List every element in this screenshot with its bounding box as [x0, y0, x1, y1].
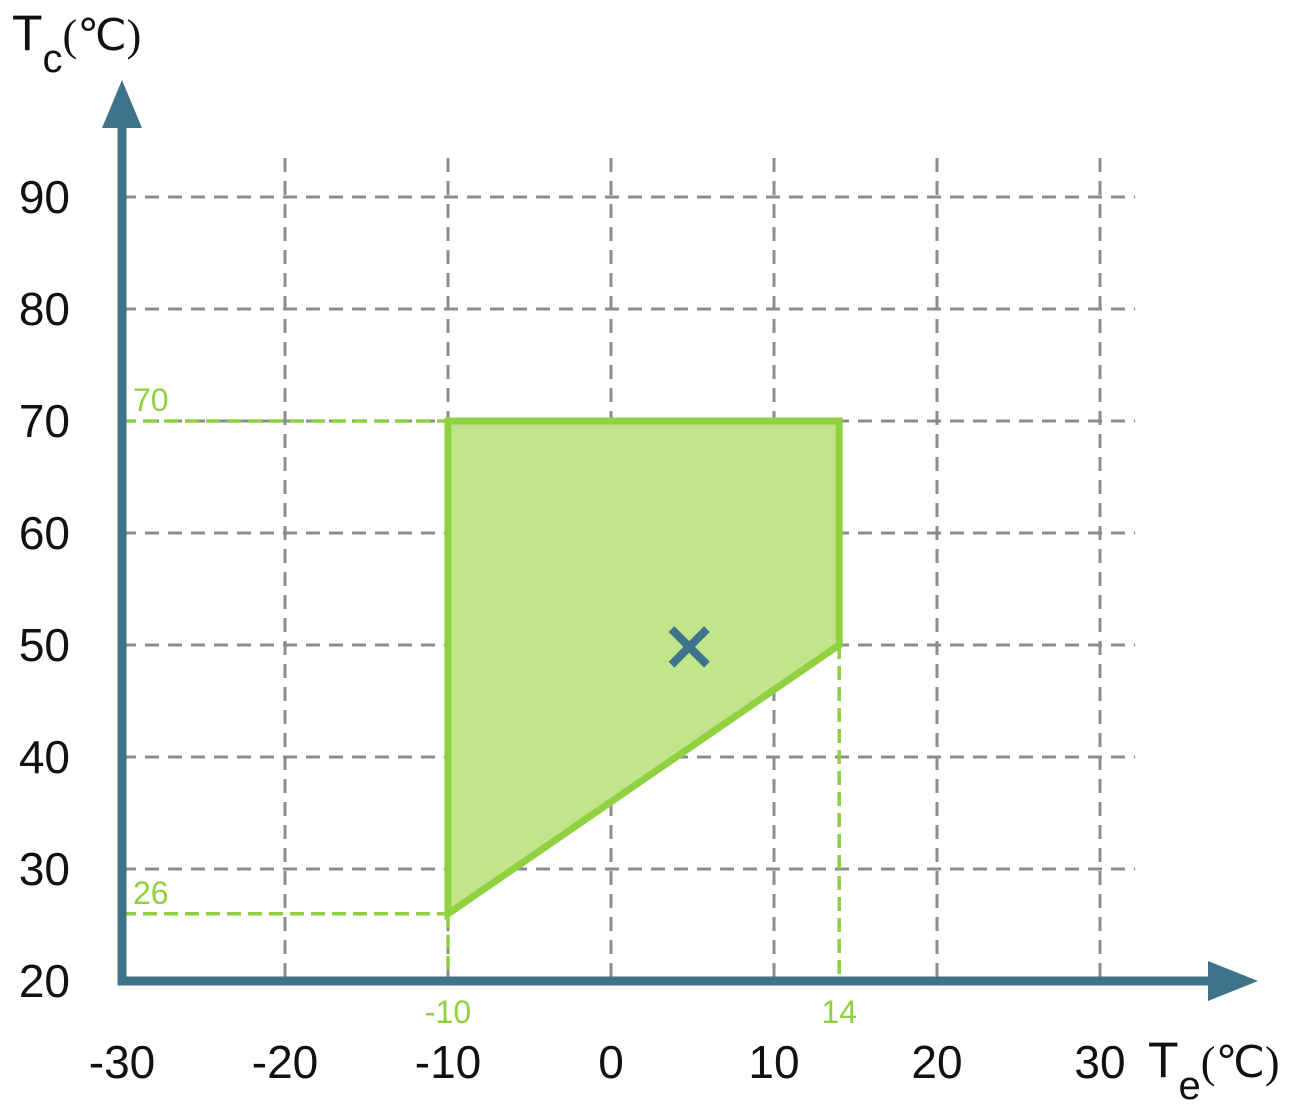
- x-tick-label: 20: [911, 1036, 962, 1088]
- annotation-y-70: 70: [133, 382, 169, 418]
- annotations: 70 26 -10 14: [133, 382, 857, 1030]
- x-axis-arrow: [1208, 961, 1258, 1001]
- y-tick-label: 30: [19, 843, 70, 895]
- x-tick-label: 30: [1074, 1036, 1125, 1088]
- x-tick-label: 0: [598, 1036, 624, 1088]
- x-tick-label: 10: [748, 1036, 799, 1088]
- y-tick-label: 20: [19, 955, 70, 1007]
- y-tick-label: 40: [19, 731, 70, 783]
- x-axis-title: Te(℃): [1148, 1032, 1280, 1108]
- guide-lines: [122, 419, 841, 981]
- y-axis-arrow: [102, 80, 142, 128]
- x-tick-label: -10: [415, 1036, 481, 1088]
- x-axis-title-sub: e: [1179, 1064, 1201, 1108]
- x-axis-title-unit: (℃): [1201, 1038, 1280, 1087]
- y-tick-label: 90: [19, 171, 70, 223]
- y-axis-title-main: T: [12, 5, 43, 61]
- x-tick-labels: -30 -20 -10 0 10 20 30: [89, 1036, 1126, 1088]
- annotation-x-minus-10: -10: [425, 994, 471, 1030]
- annotation-x-14: 14: [821, 994, 857, 1030]
- y-tick-label: 70: [19, 395, 70, 447]
- x-axis-title-main: T: [1148, 1032, 1179, 1088]
- y-axis-title-unit: (℃): [63, 11, 142, 60]
- y-tick-labels: 20 30 40 50 60 70 80 90: [19, 171, 70, 1007]
- operating-region: [444, 417, 843, 921]
- x-tick-label: -20: [252, 1036, 318, 1088]
- y-axis-title-sub: c: [43, 37, 63, 81]
- y-tick-label: 60: [19, 507, 70, 559]
- axes: [102, 80, 1258, 1001]
- y-tick-label: 80: [19, 283, 70, 335]
- annotation-y-26: 26: [133, 875, 169, 911]
- y-axis-title: Tc(℃): [12, 5, 141, 81]
- y-tick-label: 50: [19, 619, 70, 671]
- marker-cross: ×: [660, 604, 719, 686]
- x-tick-label: -30: [89, 1036, 155, 1088]
